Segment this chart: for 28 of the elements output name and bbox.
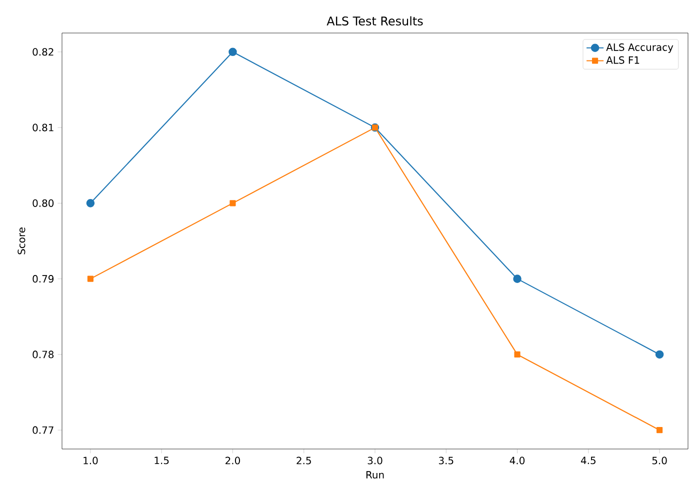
- y-tick-label: 0.77: [32, 426, 54, 434]
- legend-label: ALS Accuracy: [606, 43, 674, 53]
- y-tick-label: 0.82: [32, 48, 54, 56]
- point: [513, 274, 522, 283]
- y-tick-label: 0.80: [32, 199, 54, 207]
- y-tick-label: 0.78: [32, 350, 54, 358]
- y-tick-label: 0.79: [32, 275, 54, 283]
- x-tick-label: 4.5: [580, 456, 596, 464]
- point: [230, 200, 236, 206]
- x-tick-label: 4.0: [510, 456, 525, 464]
- point: [655, 350, 664, 359]
- x-axis-title: Run: [366, 471, 384, 479]
- legend-label: ALS F1: [606, 56, 640, 64]
- y-tick-label: 0.81: [32, 124, 54, 132]
- point: [86, 199, 95, 208]
- x-tick-label: 2.0: [226, 456, 240, 464]
- x-tick-label: 5.0: [652, 456, 667, 464]
- point: [87, 276, 94, 282]
- chart-title: ALS Test Results: [326, 16, 423, 26]
- y-axis-title: Score: [18, 228, 26, 254]
- x-tick-label: 3.0: [368, 456, 382, 464]
- point: [228, 48, 237, 56]
- point: [656, 427, 663, 434]
- x-tick-label: 3.5: [438, 456, 454, 464]
- x-tick-label: 1.5: [154, 456, 169, 464]
- x-tick-label: 1.0: [84, 456, 98, 464]
- x-tick-label: 2.5: [296, 456, 311, 464]
- point: [514, 351, 520, 358]
